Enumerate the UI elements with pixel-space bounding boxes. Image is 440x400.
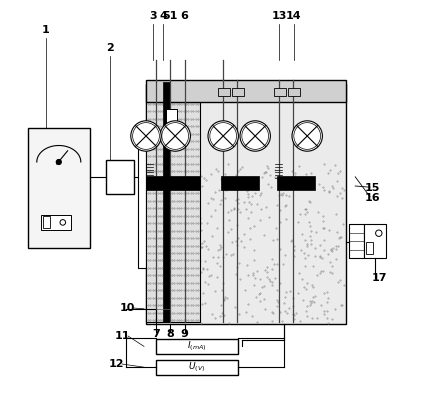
Bar <box>28 128 90 248</box>
Bar <box>277 176 315 190</box>
Bar <box>41 215 71 230</box>
Bar <box>364 224 386 258</box>
Bar <box>288 88 301 96</box>
Bar <box>156 339 238 354</box>
Bar <box>156 360 238 375</box>
Text: 17: 17 <box>371 273 387 283</box>
Text: 51: 51 <box>162 11 177 21</box>
Bar <box>218 88 231 96</box>
Text: 9: 9 <box>181 329 189 339</box>
Text: $U_{(V)}$: $U_{(V)}$ <box>188 360 205 374</box>
Text: 13: 13 <box>271 11 287 21</box>
Text: 8: 8 <box>166 329 174 339</box>
Text: 3: 3 <box>150 11 157 21</box>
Text: 16: 16 <box>364 193 380 203</box>
Bar <box>163 82 169 322</box>
Text: 11: 11 <box>114 331 130 341</box>
Bar <box>349 224 364 258</box>
Circle shape <box>208 121 238 151</box>
Text: 4: 4 <box>159 11 167 21</box>
Text: 10: 10 <box>120 303 135 313</box>
Text: 12: 12 <box>108 359 124 369</box>
Circle shape <box>292 121 323 151</box>
Bar <box>146 84 346 324</box>
Text: 1: 1 <box>42 25 50 35</box>
Text: 14: 14 <box>286 11 301 21</box>
Text: 15: 15 <box>364 183 380 193</box>
Circle shape <box>56 160 61 164</box>
Bar <box>221 176 259 190</box>
Bar <box>43 216 50 228</box>
Circle shape <box>131 121 161 151</box>
Bar <box>232 88 244 96</box>
Bar <box>166 109 177 124</box>
Bar <box>275 88 286 96</box>
Bar <box>138 144 146 268</box>
Text: 2: 2 <box>106 43 114 53</box>
Text: $I_{(mA)}$: $I_{(mA)}$ <box>187 340 207 353</box>
Text: 6: 6 <box>180 11 188 21</box>
Bar <box>146 102 200 322</box>
Text: 7: 7 <box>152 329 160 339</box>
Bar <box>366 242 373 254</box>
Circle shape <box>160 121 191 151</box>
Bar <box>146 80 346 102</box>
Bar <box>146 176 200 190</box>
Circle shape <box>240 121 271 151</box>
Bar <box>106 160 134 194</box>
